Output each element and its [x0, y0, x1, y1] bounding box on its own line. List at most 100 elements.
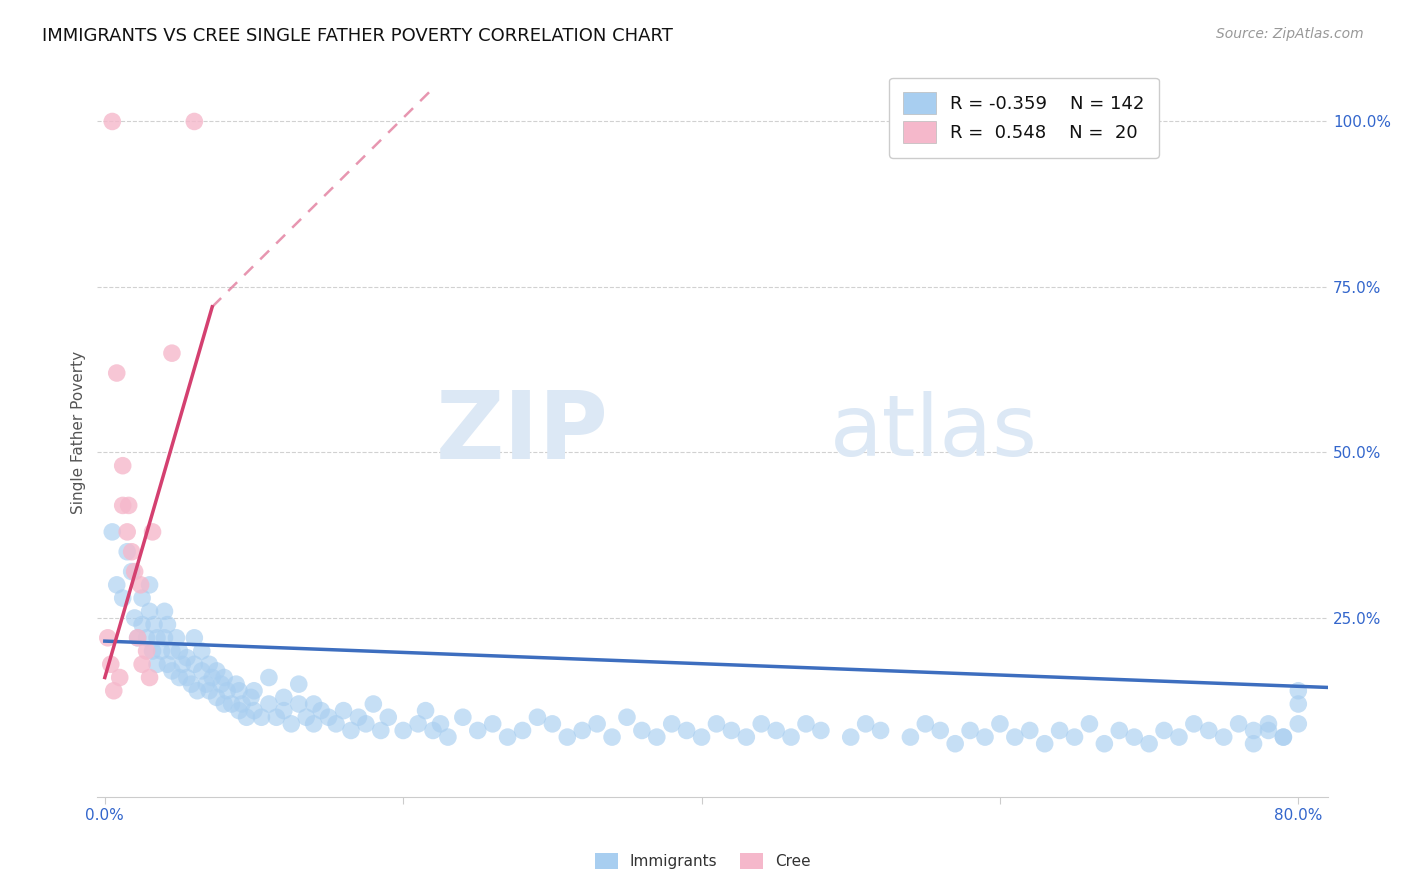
- Point: [141, 524, 163, 539]
- Point: [706, 717, 728, 731]
- Point: [988, 717, 1011, 731]
- Point: [111, 499, 134, 513]
- Point: [437, 730, 460, 744]
- Point: [541, 717, 564, 731]
- Point: [794, 717, 817, 731]
- Point: [839, 730, 862, 744]
- Point: [129, 578, 152, 592]
- Point: [512, 723, 534, 738]
- Point: [1153, 723, 1175, 738]
- Point: [201, 671, 224, 685]
- Point: [191, 644, 214, 658]
- Point: [273, 704, 295, 718]
- Point: [160, 664, 183, 678]
- Point: [735, 730, 758, 744]
- Point: [141, 644, 163, 658]
- Point: [325, 717, 347, 731]
- Point: [243, 683, 266, 698]
- Point: [1092, 737, 1115, 751]
- Point: [555, 730, 578, 744]
- Point: [250, 710, 273, 724]
- Point: [422, 723, 444, 738]
- Point: [280, 717, 302, 731]
- Point: [266, 710, 288, 724]
- Point: [212, 697, 235, 711]
- Point: [1212, 730, 1234, 744]
- Point: [1286, 717, 1309, 731]
- Point: [115, 545, 138, 559]
- Point: [131, 591, 153, 606]
- Point: [209, 677, 232, 691]
- Point: [675, 723, 697, 738]
- Point: [169, 671, 191, 685]
- Point: [131, 617, 153, 632]
- Point: [195, 677, 218, 691]
- Point: [212, 671, 235, 685]
- Point: [176, 650, 198, 665]
- Point: [127, 631, 149, 645]
- Point: [1286, 683, 1309, 698]
- Point: [661, 717, 683, 731]
- Point: [429, 717, 451, 731]
- Point: [97, 631, 120, 645]
- Point: [749, 717, 772, 731]
- Point: [645, 730, 668, 744]
- Point: [780, 730, 803, 744]
- Point: [221, 697, 243, 711]
- Point: [914, 717, 936, 731]
- Point: [160, 644, 183, 658]
- Point: [165, 631, 187, 645]
- Point: [481, 717, 503, 731]
- Point: [198, 683, 221, 698]
- Point: [156, 617, 179, 632]
- Point: [217, 683, 239, 698]
- Point: [186, 683, 208, 698]
- Point: [869, 723, 891, 738]
- Point: [347, 710, 370, 724]
- Point: [205, 690, 228, 705]
- Point: [690, 730, 713, 744]
- Point: [108, 671, 131, 685]
- Point: [103, 683, 125, 698]
- Point: [295, 710, 318, 724]
- Point: [225, 677, 247, 691]
- Point: [571, 723, 593, 738]
- Point: [1123, 730, 1146, 744]
- Point: [176, 671, 198, 685]
- Point: [467, 723, 489, 738]
- Point: [243, 704, 266, 718]
- Point: [1272, 730, 1295, 744]
- Point: [287, 697, 309, 711]
- Point: [631, 723, 654, 738]
- Point: [198, 657, 221, 672]
- Point: [111, 591, 134, 606]
- Point: [765, 723, 787, 738]
- Point: [1243, 737, 1265, 751]
- Point: [415, 704, 437, 718]
- Point: [810, 723, 832, 738]
- Point: [183, 631, 205, 645]
- Point: [273, 690, 295, 705]
- Point: [370, 723, 392, 738]
- Point: [943, 737, 966, 751]
- Point: [231, 697, 253, 711]
- Point: [900, 730, 922, 744]
- Legend: Immigrants, Cree: Immigrants, Cree: [589, 847, 817, 875]
- Point: [451, 710, 474, 724]
- Text: Source: ZipAtlas.com: Source: ZipAtlas.com: [1216, 27, 1364, 41]
- Point: [138, 578, 160, 592]
- Point: [929, 723, 952, 738]
- Point: [135, 644, 157, 658]
- Point: [183, 114, 205, 128]
- Point: [1257, 717, 1279, 731]
- Point: [235, 710, 257, 724]
- Point: [1227, 717, 1250, 731]
- Point: [1137, 737, 1160, 751]
- Point: [1168, 730, 1191, 744]
- Point: [156, 657, 179, 672]
- Point: [146, 657, 169, 672]
- Point: [1286, 697, 1309, 711]
- Point: [1078, 717, 1101, 731]
- Point: [205, 664, 228, 678]
- Point: [1049, 723, 1071, 738]
